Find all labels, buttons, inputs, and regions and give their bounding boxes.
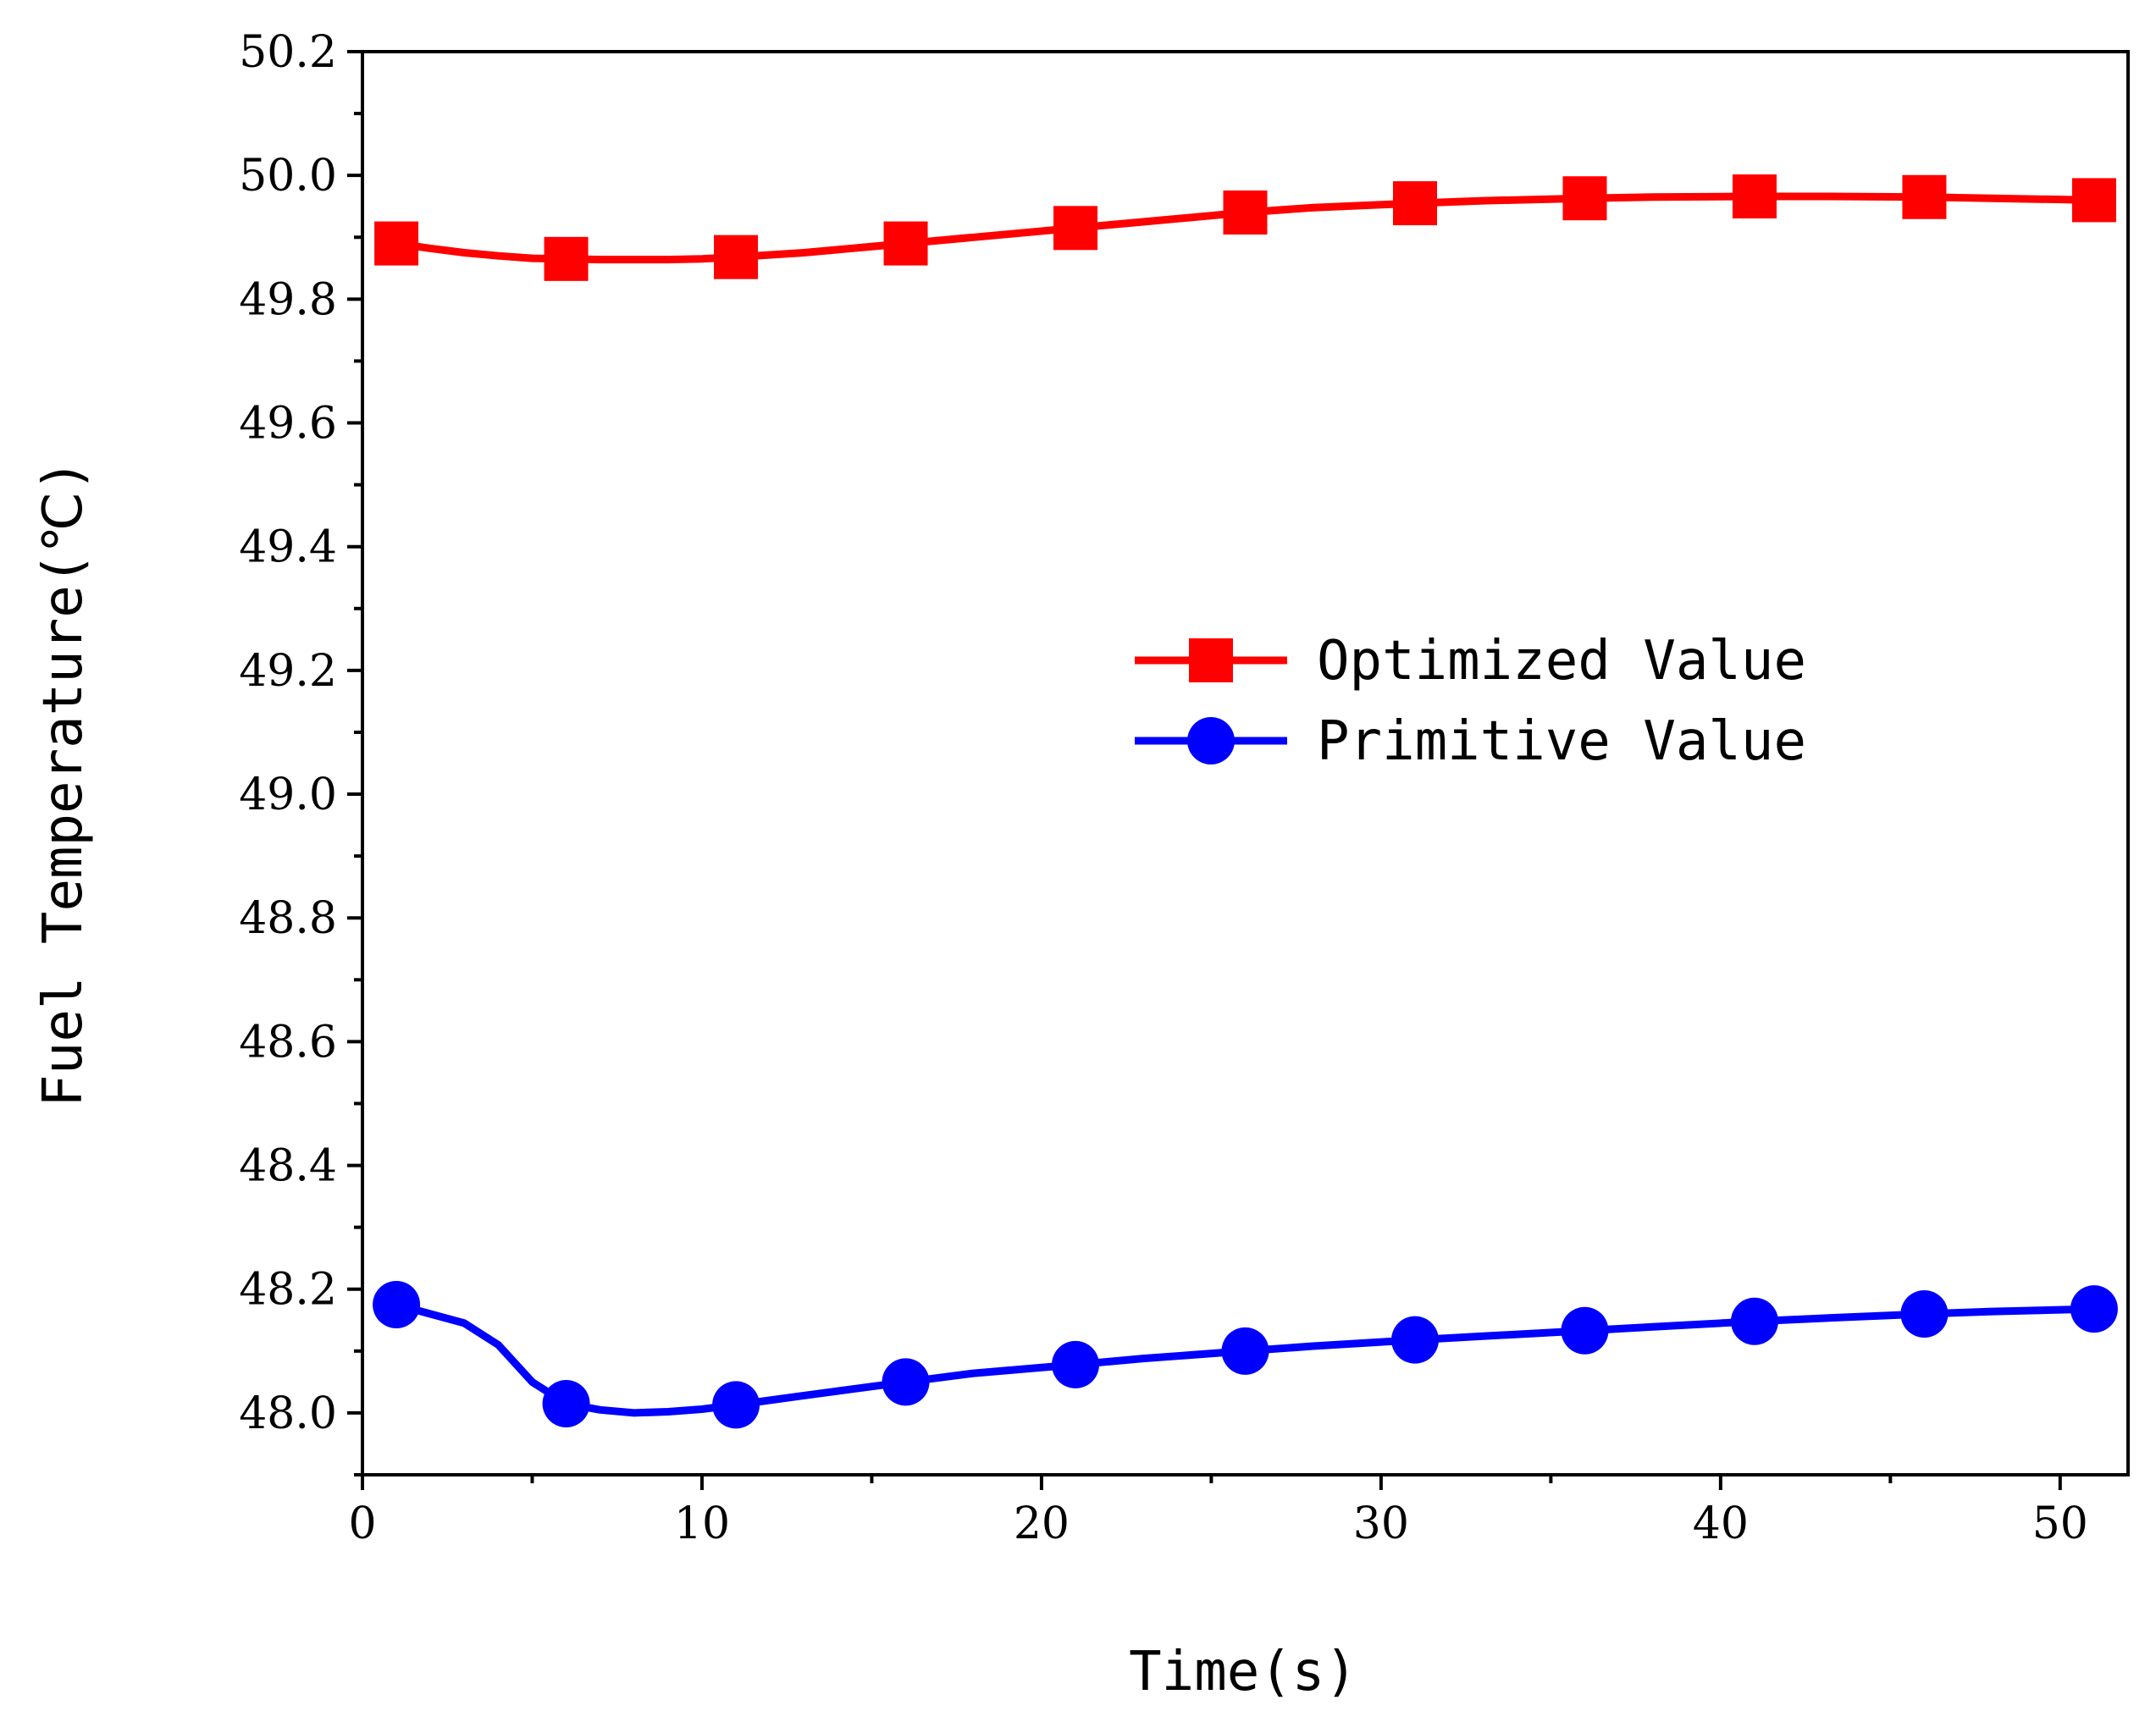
y-tick-label: 49.2 <box>239 646 337 697</box>
y-tick-label: 49.0 <box>239 770 337 820</box>
data-point-primitive-value <box>712 1381 760 1429</box>
data-point-optimized-value <box>1732 174 1777 219</box>
y-tick-label: 48.0 <box>239 1388 337 1439</box>
x-tick-label: 0 <box>348 1499 376 1549</box>
data-point-optimized-value <box>374 221 419 266</box>
data-point-primitive-value <box>373 1281 421 1329</box>
y-axis-title: Fuel Temperature(℃) <box>32 459 95 1107</box>
x-tick-label: 50 <box>2032 1499 2088 1549</box>
data-point-primitive-value <box>1900 1289 1949 1338</box>
data-point-optimized-value <box>714 235 759 279</box>
series-optimized-value <box>374 174 2116 281</box>
y-tick-label: 50.0 <box>239 151 337 201</box>
x-axis-title: Time(s) <box>1129 1641 1357 1703</box>
series-line-primitive-value <box>392 1300 2098 1417</box>
x-tick-label: 20 <box>1014 1499 1070 1549</box>
legend: Optimized Value Primitive Value <box>1135 630 1806 773</box>
data-point-primitive-value <box>1730 1297 1778 1345</box>
legend-label-primitive: Primitive Value <box>1317 710 1806 773</box>
data-point-primitive-value <box>1561 1306 1609 1355</box>
data-point-primitive-value <box>542 1379 590 1427</box>
series-layer <box>373 174 2118 1429</box>
data-point-optimized-value <box>1562 176 1607 221</box>
y-tick-label: 48.2 <box>239 1265 337 1316</box>
plot-area-frame <box>361 50 2130 1476</box>
x-tick-label: 30 <box>1353 1499 1409 1549</box>
legend-marker-square <box>1189 638 1233 682</box>
legend-item-primitive: Primitive Value <box>1135 710 1806 773</box>
data-point-optimized-value <box>1902 174 1947 219</box>
data-point-optimized-value <box>1392 181 1437 226</box>
data-point-optimized-value <box>883 221 928 266</box>
data-point-optimized-value <box>1053 206 1098 251</box>
legend-label-optimized: Optimized Value <box>1317 630 1806 693</box>
data-point-primitive-value <box>1221 1327 1269 1375</box>
y-tick-label: 48.8 <box>239 893 337 944</box>
x-tick-label: 40 <box>1693 1499 1749 1549</box>
data-point-primitive-value <box>1052 1340 1100 1388</box>
y-tick-label: 49.4 <box>239 522 337 573</box>
data-point-primitive-value <box>882 1358 930 1406</box>
data-point-optimized-value <box>544 236 589 281</box>
y-tick-label: 48.6 <box>239 1017 337 1068</box>
y-tick-label: 49.8 <box>239 274 337 325</box>
tick-labels: 48.0 48.2 48.4 48.6 48.8 49.0 49.2 49.4 49.6 49.8… <box>239 27 2088 1549</box>
data-point-optimized-value <box>1223 190 1268 235</box>
y-tick-label: 50.2 <box>239 27 337 78</box>
legend-item-optimized: Optimized Value <box>1135 630 1806 693</box>
series-primitive-value <box>373 1281 2118 1429</box>
data-point-primitive-value <box>2070 1285 2118 1333</box>
y-tick-label: 49.6 <box>239 399 337 450</box>
series-line-optimized-value <box>392 192 2098 264</box>
x-tick-label: 10 <box>674 1499 730 1549</box>
data-point-optimized-value <box>2071 178 2116 223</box>
legend-marker-circle <box>1187 717 1235 764</box>
y-tick-label: 48.4 <box>239 1141 337 1192</box>
data-point-primitive-value <box>1390 1316 1439 1364</box>
